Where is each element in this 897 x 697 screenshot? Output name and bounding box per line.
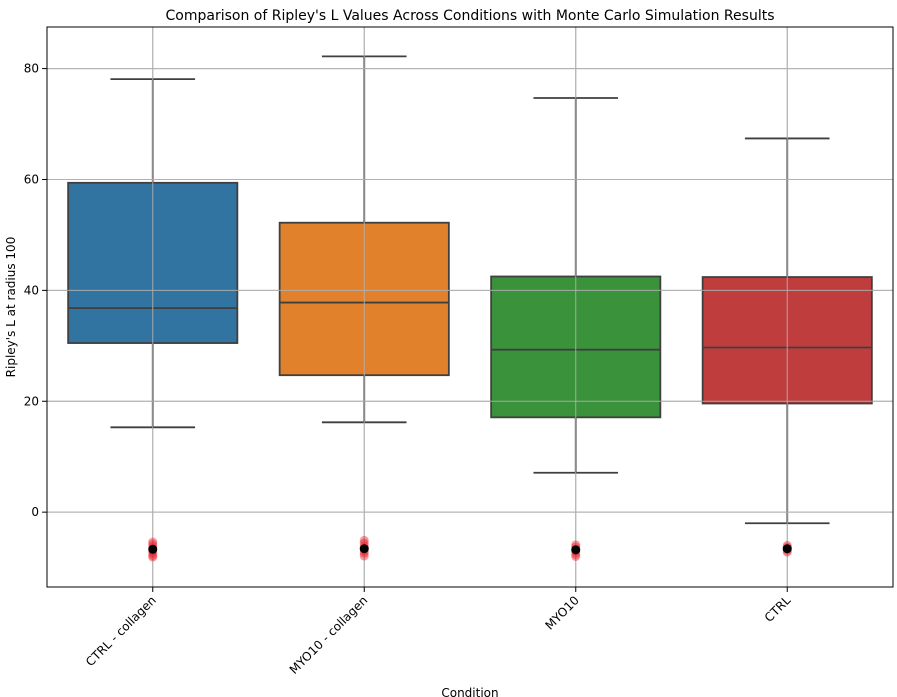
- y-axis-label: Ripley's L at radius 100: [4, 237, 18, 378]
- chart-title: Comparison of Ripley's L Values Across C…: [166, 8, 775, 24]
- simulation-mean-point: [359, 544, 369, 554]
- y-tick-label: 40: [24, 283, 39, 297]
- simulation-point: [359, 535, 369, 545]
- plot-frame: [46, 26, 894, 588]
- simulation-points-group: [148, 535, 792, 562]
- simulation-mean-point: [782, 544, 792, 554]
- y-tick-label: 60: [24, 172, 39, 186]
- box-plot-group: [47, 27, 893, 587]
- simulation-mean-point: [148, 544, 158, 554]
- y-tick-label: 0: [31, 505, 39, 519]
- y-tick-label: 80: [24, 62, 39, 76]
- simulation-point: [359, 551, 369, 561]
- x-axis-label: Condition: [441, 686, 498, 697]
- simulation-mean-point: [571, 545, 581, 555]
- simulation-point: [148, 552, 158, 562]
- simulation-point: [148, 537, 158, 547]
- simulation-point: [571, 552, 581, 562]
- y-tick-label: 20: [24, 394, 39, 408]
